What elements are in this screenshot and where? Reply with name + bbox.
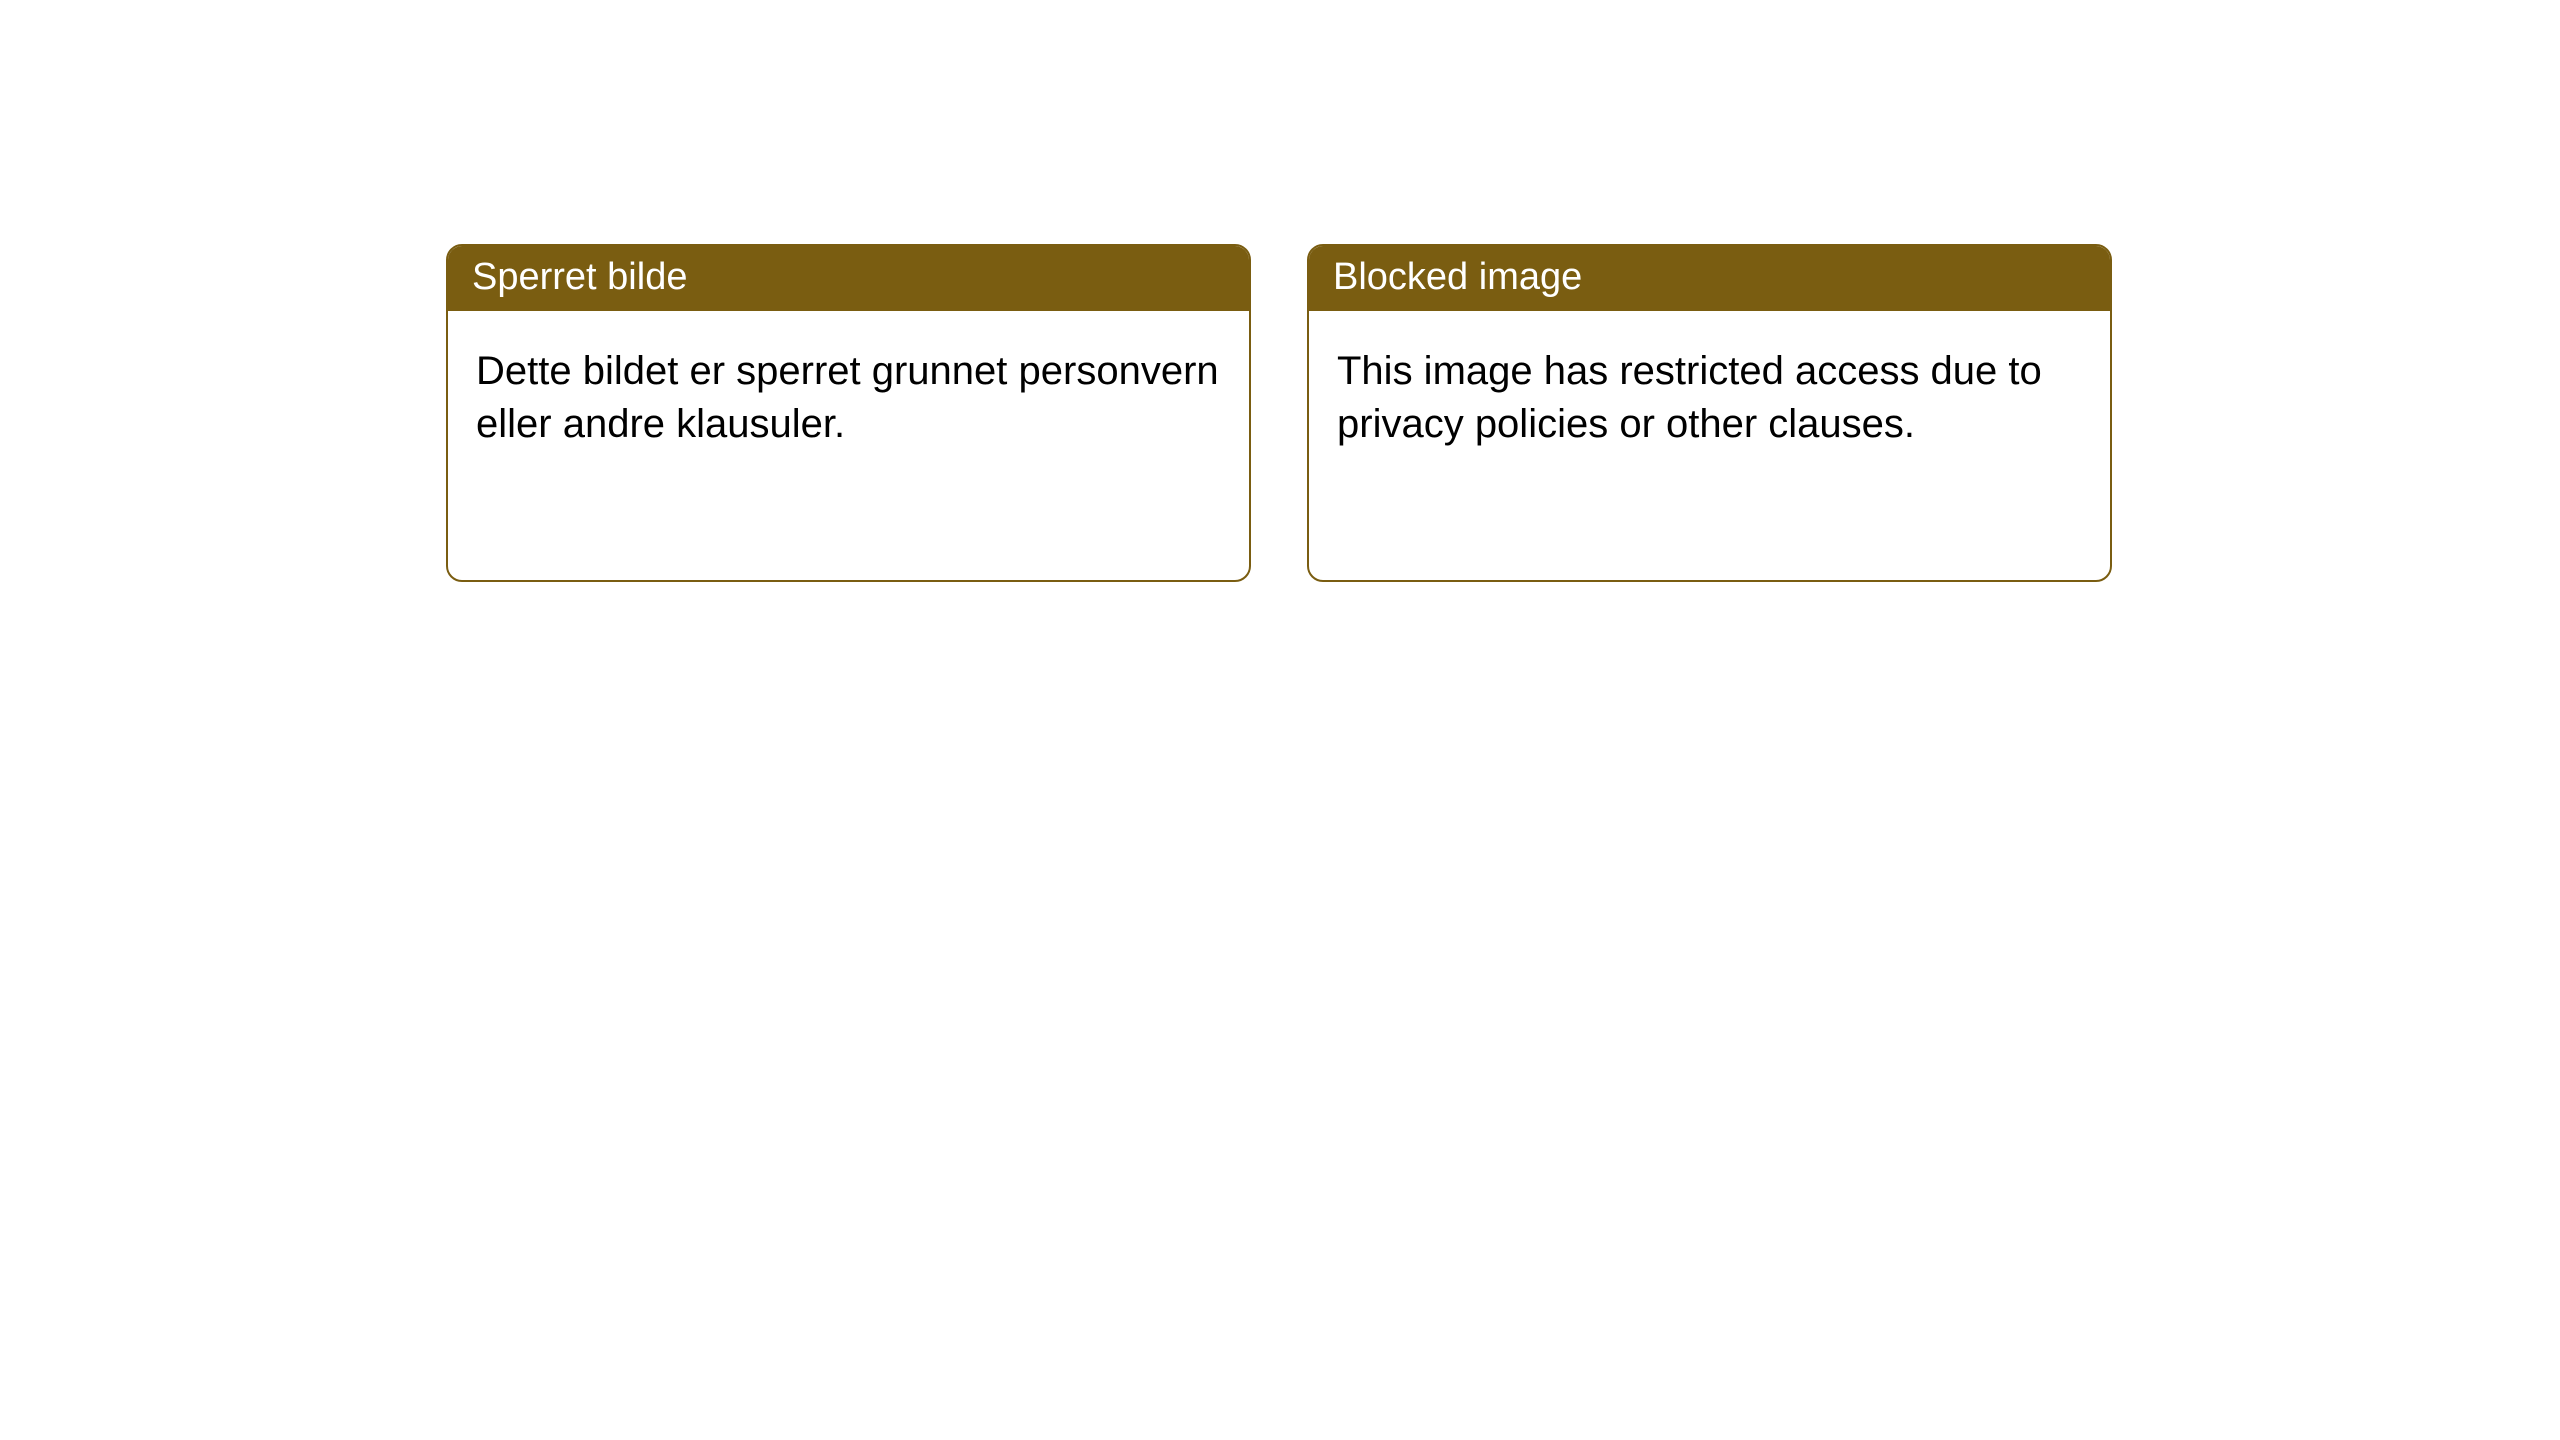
notice-card-body: Dette bildet er sperret grunnet personve… [448, 311, 1249, 485]
notice-card-title: Sperret bilde [448, 246, 1249, 311]
notice-card-body: This image has restricted access due to … [1309, 311, 2110, 485]
notice-card-norwegian: Sperret bilde Dette bildet er sperret gr… [446, 244, 1251, 582]
notice-container: Sperret bilde Dette bildet er sperret gr… [446, 244, 2112, 582]
notice-card-title: Blocked image [1309, 246, 2110, 311]
notice-card-english: Blocked image This image has restricted … [1307, 244, 2112, 582]
